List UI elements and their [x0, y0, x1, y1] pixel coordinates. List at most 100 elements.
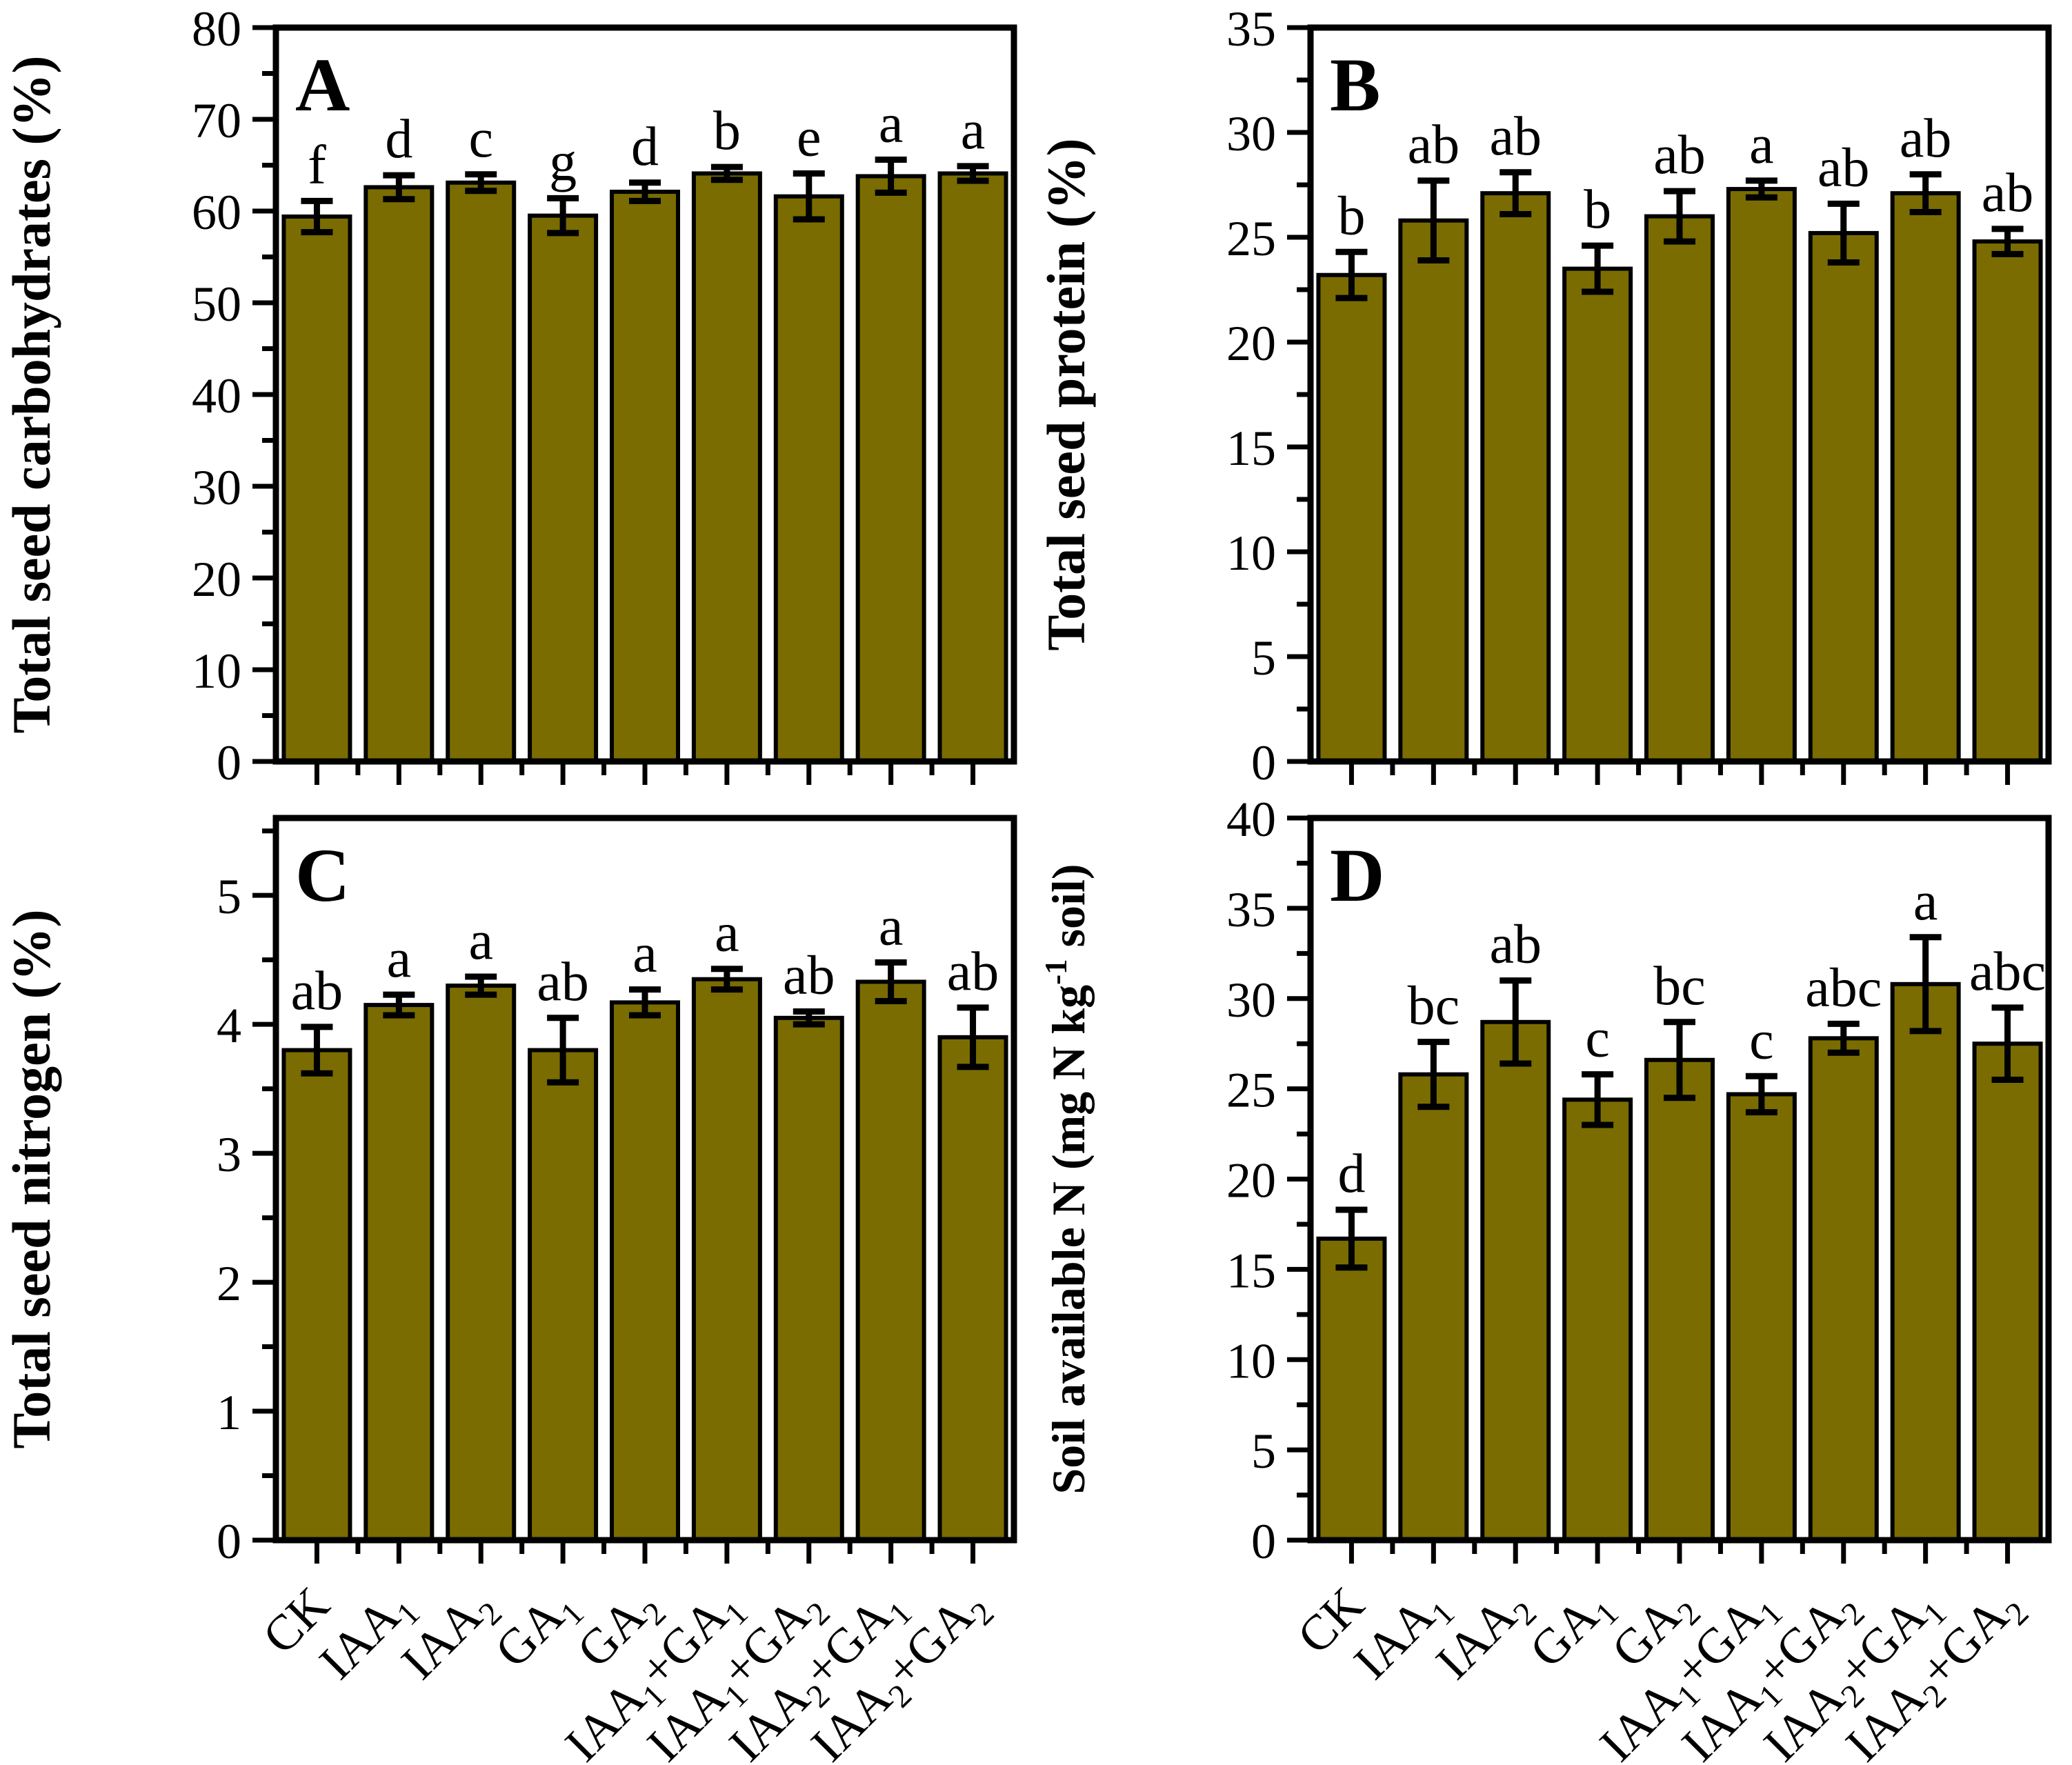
error-bar-IAA1+GA2	[1827, 200, 1860, 266]
sig-letter: d	[631, 117, 659, 177]
error-bar-GA1	[547, 1015, 579, 1086]
sig-letter: b	[713, 101, 741, 161]
error-bar-CK	[1335, 248, 1368, 301]
bar-GA2	[1644, 1057, 1715, 1542]
bar-CK	[281, 214, 352, 764]
error-bar-IAA2+GA1	[1909, 171, 1942, 216]
bar-GA2	[1644, 214, 1715, 764]
error-bar-IAA2+GA2	[957, 163, 989, 184]
y-tick-label: 4	[217, 998, 241, 1053]
bar-IAA1+GA2	[773, 194, 844, 764]
error-bar-IAA1+GA2	[793, 170, 825, 223]
sig-letter: a	[632, 924, 657, 984]
sig-letter: a	[879, 896, 904, 957]
y-tick-label: 2	[217, 1256, 241, 1311]
y-tick-label: 60	[192, 185, 241, 240]
error-bar-IAA1	[1417, 1039, 1450, 1110]
sig-letter: a	[387, 928, 412, 989]
y-tick-label: 5	[1251, 1424, 1276, 1479]
bar-IAA1+GA1	[691, 171, 762, 764]
y-axis-title: Total seed carbohydrates (%)	[1, 56, 61, 734]
error-bar-IAA1+GA1	[1745, 1073, 1777, 1116]
error-bar-IAA1+GA1	[1745, 177, 1777, 201]
y-tick-label: 10	[192, 644, 241, 699]
bar-IAA1+GA1	[691, 977, 762, 1542]
sig-letter: ab	[783, 945, 835, 1006]
error-bar-IAA1+GA2	[1827, 1020, 1860, 1056]
error-bar-IAA2+GA2	[1991, 226, 2024, 257]
sig-letter: ab	[1408, 114, 1460, 175]
bar-IAA1+GA2	[1808, 230, 1879, 764]
bar-IAA2	[1480, 1019, 1551, 1542]
y-tick-label: 0	[1251, 735, 1276, 790]
bar-IAA1	[363, 185, 435, 764]
error-bar-IAA1	[383, 991, 415, 1019]
error-bar-GA1	[1582, 1071, 1614, 1128]
y-tick-label: 10	[1226, 1333, 1276, 1388]
sig-letter: a	[879, 94, 904, 154]
error-bar-IAA1	[383, 172, 415, 203]
bar-IAA2+GA1	[855, 174, 926, 764]
y-tick-label: 30	[192, 460, 241, 515]
error-bar-IAA2	[465, 171, 497, 195]
bar-GA2	[610, 1000, 680, 1542]
y-tick-label: 15	[1226, 421, 1276, 476]
panel-letter: A	[295, 43, 350, 127]
sig-letter: abc	[1969, 941, 2046, 1002]
bar-IAA1	[1398, 218, 1469, 764]
y-tick-label: 1	[217, 1385, 241, 1440]
error-bar-IAA2+GA2	[957, 1004, 989, 1070]
bar-IAA2	[446, 180, 517, 764]
y-tick-label: 30	[1226, 973, 1276, 1028]
sig-letter: c	[468, 108, 493, 169]
sig-letter: ab	[1489, 106, 1542, 167]
y-tick-label: 0	[217, 1514, 241, 1569]
sig-letter: a	[961, 100, 986, 161]
bar-IAA1+GA2	[773, 1015, 844, 1543]
sig-letter: b	[1584, 179, 1611, 240]
y-tick-label: 35	[1226, 1, 1276, 57]
y-tick-label: 10	[1226, 526, 1276, 581]
y-tick-label: 30	[1226, 106, 1276, 161]
y-tick-label: 20	[1226, 316, 1276, 371]
error-bar-GA2	[1664, 188, 1695, 245]
error-bar-GA1	[1582, 242, 1614, 295]
sig-letter: a	[715, 903, 739, 964]
panel-letter: C	[295, 833, 350, 917]
error-bar-IAA2+GA1	[1909, 934, 1942, 1035]
panel-letter: D	[1330, 833, 1384, 917]
sig-letter: bc	[1408, 976, 1460, 1037]
sig-letter: d	[385, 109, 412, 170]
sig-letter: ab	[291, 961, 343, 1021]
y-axis-title: Total seed protein (%)	[1036, 138, 1096, 650]
bar-IAA2+GA1	[1890, 981, 1961, 1543]
bar-IAA1	[1398, 1072, 1469, 1543]
bar-GA2	[610, 190, 680, 764]
error-bar-CK	[301, 1024, 333, 1077]
y-tick-label: 40	[1226, 792, 1276, 847]
error-bar-CK	[301, 197, 333, 236]
y-tick-label: 35	[1226, 882, 1276, 937]
sig-letter: ab	[1489, 915, 1542, 975]
panel-c: aba aab a aabaab012345CKIAA1IAA2GA1GA2IAA1+…	[1, 815, 1017, 1765]
bar-IAA2+GA2	[1972, 239, 2043, 764]
bar-GA1	[528, 1048, 599, 1543]
sig-letter: ab	[1900, 108, 1952, 169]
error-bar-IAA2+GA2	[1991, 1004, 2024, 1084]
panel-d: dbcabcbccabcaabc0510152025303540CKIAA1IA…	[1039, 792, 2052, 1765]
error-bar-IAA2	[1500, 169, 1532, 218]
bar-IAA2+GA2	[1972, 1041, 2043, 1542]
y-tick-label: 0	[1251, 1514, 1276, 1569]
y-tick-label: 25	[1226, 211, 1276, 266]
sig-letter: bc	[1653, 956, 1706, 1017]
bar-IAA2+GA2	[937, 171, 1008, 764]
error-bar-IAA1+GA1	[710, 966, 743, 993]
error-bar-IAA2+GA1	[875, 157, 907, 196]
bar-IAA2+GA1	[855, 979, 926, 1543]
bar-GA1	[528, 213, 599, 764]
y-tick-label: 80	[192, 1, 241, 57]
y-tick-label: 40	[192, 368, 241, 423]
